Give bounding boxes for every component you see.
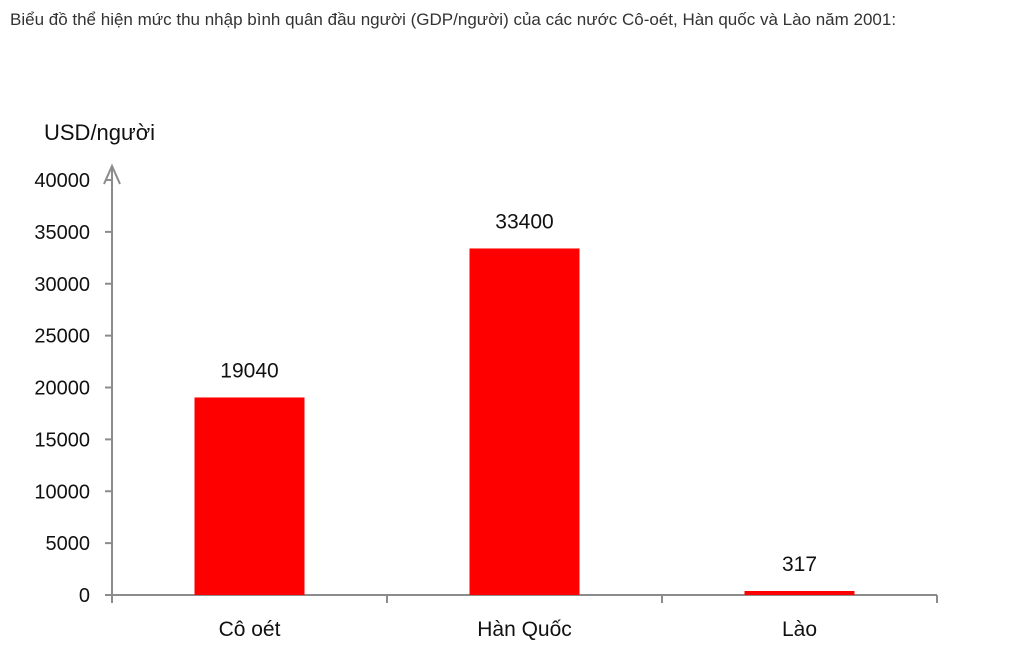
y-tick-label: 20000 [34,378,90,400]
y-axis-arrow [103,163,121,185]
y-tick-label: 40000 [34,170,90,192]
data-label: 19040 [220,359,278,382]
data-label: 317 [782,553,817,576]
y-tick-label: 15000 [34,429,90,451]
bar [469,248,580,595]
y-tick-label: 5000 [46,533,91,555]
bar [194,397,305,595]
question-text: Biểu đồ thể hiện mức thu nhập bình quân … [10,10,897,29]
x-tick-label: Lào [782,618,817,641]
x-tick-labels: Cô oét Hàn Quốc Lào [219,618,817,641]
x-tick-label: Cô oét [219,618,281,641]
y-tick-label: 10000 [34,481,90,503]
y-tick-label: 35000 [34,222,90,244]
data-labels: 19040 33400 317 [220,210,817,576]
y-axis-label: USD/người [44,120,155,145]
y-tick-labels: 0 5000 10000 15000 20000 25000 30000 35000 40000 [34,170,90,607]
x-tick-label: Hàn Quốc [477,618,572,641]
data-label: 33400 [495,210,553,233]
bar [744,591,855,595]
bars [194,248,855,595]
y-tick-label: 0 [79,585,90,607]
y-tick-label: 25000 [34,326,90,348]
y-tick-label: 30000 [34,274,90,296]
